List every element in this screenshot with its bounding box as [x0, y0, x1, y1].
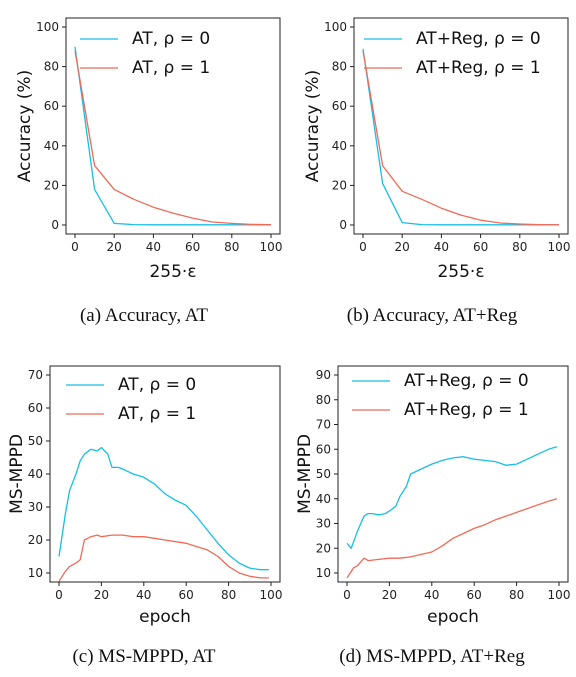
x-tick-label: 40	[434, 240, 449, 254]
y-axis-label: Accuracy (%)	[303, 70, 323, 182]
y-tick-label: 20	[44, 178, 59, 192]
y-tick-label: 60	[28, 401, 43, 415]
y-axis-label: MS-MPPD	[295, 434, 315, 514]
x-tick-label: 20	[107, 240, 122, 254]
x-tick-label: 60	[473, 240, 488, 254]
y-tick-label: 100	[324, 20, 347, 34]
y-tick-label: 30	[316, 517, 331, 531]
y-tick-label: 70	[316, 418, 331, 432]
plot-frame	[353, 17, 569, 235]
caption-a: (a) Accuracy, AT	[79, 305, 208, 326]
legend-label: AT+Reg, ρ = 1	[404, 400, 529, 420]
x-tick-label: 80	[221, 588, 236, 602]
legend-label: AT, ρ = 1	[132, 58, 210, 78]
legend-label: AT+Reg, ρ = 0	[404, 371, 529, 391]
legend-label: AT+Reg, ρ = 0	[416, 29, 541, 49]
y-tick-label: 0	[51, 218, 59, 232]
series-line-1	[346, 446, 558, 549]
plot-frame	[65, 17, 281, 235]
x-tick-label: 0	[359, 240, 367, 254]
y-tick-label: 30	[28, 500, 43, 514]
y-tick-label: 80	[44, 60, 59, 74]
y-axis-label: MS-MPPD	[7, 434, 27, 514]
x-tick-label: 80	[224, 240, 239, 254]
x-tick-label: 80	[509, 588, 524, 602]
chart-b: 0 20 40 60 80 100 0 20 40 60 80 100 255·ε Accuracy (%…	[303, 17, 571, 282]
y-tick-label: 80	[316, 393, 331, 407]
legend-label: AT, ρ = 0	[118, 375, 196, 395]
y-axis-label: Accuracy (%)	[15, 70, 35, 182]
x-tick-label: 20	[395, 240, 410, 254]
series-line-1	[58, 446, 269, 571]
x-axis-label: epoch	[427, 607, 479, 627]
y-tick-label: 0	[339, 218, 347, 232]
y-tick-label: 80	[332, 60, 347, 74]
y-tick-label: 60	[316, 442, 331, 456]
y-tick-label: 20	[332, 178, 347, 192]
chart-d: 0 20 40 60 80 100 10 20 30 40 50 60 70 80 90 epoch MS-MP…	[295, 365, 571, 627]
x-tick-label: 20	[94, 588, 109, 602]
x-tick-label: 20	[382, 588, 397, 602]
y-tick-label: 70	[28, 368, 43, 382]
x-tick-label: 60	[467, 588, 482, 602]
legend-label: AT, ρ = 0	[132, 29, 210, 49]
x-tick-label: 60	[185, 240, 200, 254]
caption-b: (b) Accuracy, AT+Reg	[346, 305, 518, 326]
y-tick-label: 40	[44, 139, 59, 153]
y-tick-label: 40	[332, 139, 347, 153]
y-tick-label: 50	[28, 434, 43, 448]
x-tick-label: 0	[55, 588, 63, 602]
y-tick-label: 20	[316, 541, 331, 555]
x-tick-label: 0	[71, 240, 79, 254]
x-tick-label: 40	[136, 588, 151, 602]
series-line-1	[74, 46, 271, 226]
x-tick-label: 60	[179, 588, 194, 602]
legend-label: AT+Reg, ρ = 1	[416, 58, 541, 78]
x-tick-label: 100	[260, 588, 283, 602]
x-axis-label: 255·ε	[437, 262, 484, 282]
y-tick-label: 60	[44, 99, 59, 113]
chart-c: 0 20 40 60 80 100 10 20 30 40 50 60 70 epoch MS-MPPD AT…	[7, 365, 283, 627]
y-tick-label: 40	[316, 492, 331, 506]
series-line-2	[346, 498, 558, 579]
plot-frame	[49, 365, 281, 583]
x-tick-label: 40	[424, 588, 439, 602]
y-tick-label: 10	[316, 566, 331, 580]
x-tick-label: 80	[512, 240, 527, 254]
x-axis-label: 255·ε	[149, 262, 196, 282]
x-tick-label: 40	[146, 240, 161, 254]
y-tick-label: 20	[28, 533, 43, 547]
x-tick-label: 100	[548, 240, 571, 254]
y-tick-label: 60	[332, 99, 347, 113]
series-line-2	[58, 534, 269, 582]
caption-d: (d) MS-MPPD, AT+Reg	[339, 646, 525, 667]
legend-label: AT, ρ = 1	[118, 404, 196, 424]
chart-a: 0 20 40 60 80 100 0 20 40 60 80 100 255·ε Accuracy (%…	[15, 17, 283, 282]
y-tick-label: 50	[316, 467, 331, 481]
y-tick-label: 100	[36, 20, 59, 34]
x-axis-label: epoch	[139, 607, 191, 627]
plot-frame	[337, 365, 569, 583]
x-tick-label: 0	[343, 588, 351, 602]
series-line-2	[362, 50, 560, 226]
caption-c: (c) MS-MPPD, AT	[72, 646, 216, 667]
series-line-2	[74, 50, 272, 226]
y-tick-label: 90	[316, 368, 331, 382]
y-tick-label: 40	[28, 467, 43, 481]
x-tick-label: 100	[260, 240, 283, 254]
y-tick-label: 10	[28, 566, 43, 580]
x-tick-label: 100	[548, 588, 571, 602]
